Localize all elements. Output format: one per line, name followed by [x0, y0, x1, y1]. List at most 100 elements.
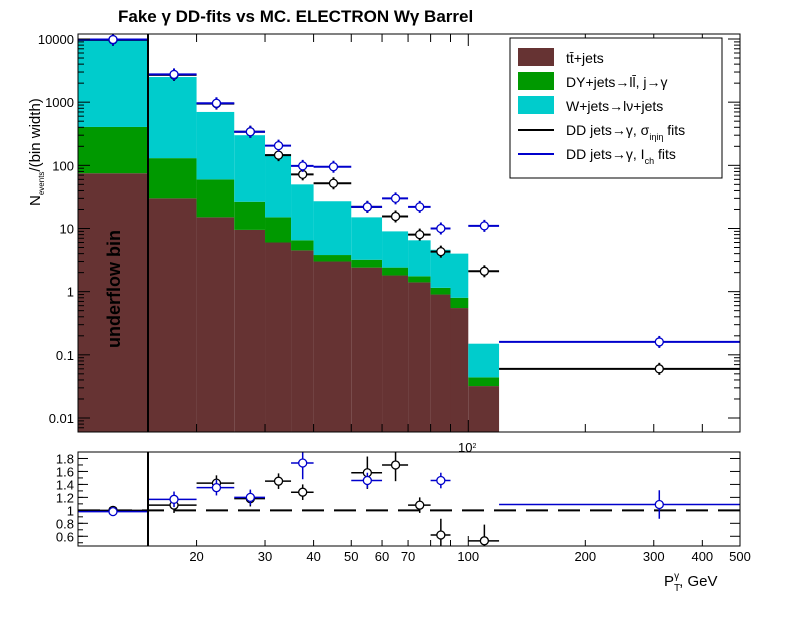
bar-dy-6 — [313, 255, 352, 262]
point-marker-4-12 — [654, 337, 664, 347]
x-multiplier-exp: 2 — [472, 443, 476, 450]
bar-dy-4 — [265, 217, 292, 243]
bar-ttbar-4 — [265, 242, 292, 432]
ratio-y-tick-label-1: 0.8 — [56, 516, 74, 531]
ratio-y-tick-label-3: 1.2 — [56, 490, 74, 505]
ratio-marker-4-0 — [108, 506, 118, 517]
legend-label-3: DD jets→γ, σiηiη fits — [566, 122, 685, 142]
bar-ttbar-10 — [430, 294, 451, 432]
bar-wjets-11 — [450, 253, 469, 298]
point-marker-4-1 — [169, 69, 179, 80]
legend-label-part: fits — [654, 146, 676, 162]
ratio-y-tick-label-5: 1.6 — [56, 464, 74, 479]
ratio-marker-4-10 — [436, 475, 446, 486]
point-marker-3-9 — [415, 229, 425, 240]
bar-wjets-8 — [382, 231, 409, 268]
point-marker-4-11 — [479, 221, 490, 231]
point-marker-4-9 — [415, 202, 425, 212]
y-tick-label-3: 10 — [60, 221, 74, 236]
y-tick-label-2: 1 — [67, 285, 74, 300]
bar-ttbar-11 — [450, 308, 469, 432]
y-tick-label-5: 1000 — [45, 95, 74, 110]
point-marker-3-6 — [328, 178, 339, 188]
point-marker-4-2 — [211, 98, 222, 108]
bar-wjets-3 — [234, 135, 266, 202]
y-tick-label-6: 10000 — [38, 32, 74, 47]
x-tick-label-4: 60 — [375, 549, 389, 564]
x-tick-label-5: 70 — [401, 549, 415, 564]
ratio-marker-4-12 — [654, 499, 664, 510]
legend-label-part: fits — [663, 122, 685, 138]
x-title-sub: T — [674, 583, 680, 594]
bar-ttbar-5 — [291, 250, 314, 432]
bar-dy-10 — [430, 287, 451, 295]
point-marker-4-7 — [362, 202, 373, 212]
y-tick-label-0: 0.01 — [49, 411, 74, 426]
bar-wjets-7 — [351, 217, 383, 260]
main-axes: 0.01 0.1 1 10 100 1000 10000 — [38, 32, 741, 433]
x-title-part: , GeV — [679, 573, 717, 590]
ratio-marker-3-5 — [298, 487, 308, 497]
ratio-marker-3-4 — [273, 476, 284, 486]
bar-wjets-6 — [313, 201, 352, 256]
y-axis-title: Nevents/(bin width) — [27, 98, 46, 206]
legend-swatch-0 — [518, 48, 554, 66]
bar-ttbar-8 — [382, 275, 409, 432]
ratio-marker-4-2 — [211, 483, 222, 493]
bar-dy-2 — [196, 179, 235, 218]
legend-label-part: DD jets→γ, I — [566, 146, 645, 162]
ratio-plot-frame — [77, 451, 741, 547]
legend-label-sub: ch — [645, 156, 655, 166]
legend-swatch-1 — [518, 72, 554, 90]
point-marker-4-0 — [108, 34, 118, 45]
x-axis-title: PTγ, GeV — [664, 571, 717, 594]
ratio-points — [78, 452, 740, 546]
bar-wjets-1 — [148, 77, 197, 159]
bar-wjets-4 — [265, 154, 292, 218]
point-marker-4-5 — [298, 161, 308, 171]
bar-wjets-12 — [468, 343, 500, 378]
bar-ttbar-2 — [196, 217, 235, 432]
chart-title: Fake γ DD-fits vs MC. ELECTRON Wγ Barrel — [118, 7, 473, 26]
point-marker-4-3 — [245, 127, 255, 137]
x-multiplier-base: 10 — [458, 440, 472, 455]
point-marker-4-8 — [390, 193, 401, 204]
y-tick-label-4: 100 — [52, 158, 74, 173]
bar-ttbar-1 — [148, 198, 197, 432]
y-title-part: N — [27, 195, 44, 206]
legend-label-2: W+jets→lν+jets — [566, 98, 663, 114]
x-tick-label-7: 200 — [574, 549, 596, 564]
bar-dy-3 — [234, 201, 266, 230]
bar-ttbar-12 — [468, 386, 500, 432]
data-points — [78, 33, 740, 375]
bar-wjets-9 — [408, 240, 431, 277]
bar-dy-7 — [351, 259, 383, 268]
ratio-marker-3-9 — [415, 500, 425, 510]
x-tick-label-3: 50 — [344, 549, 358, 564]
x-title-part: P — [664, 573, 674, 590]
bar-ttbar-7 — [351, 267, 383, 432]
bar-wjets-10 — [430, 249, 451, 288]
bar-ttbar-0 — [78, 173, 148, 432]
bar-dy-1 — [148, 158, 197, 199]
x-title-sup: γ — [674, 571, 679, 582]
point-marker-3-4 — [273, 150, 284, 160]
ratio-marker-3-8 — [390, 460, 401, 470]
bar-wjets-5 — [291, 184, 314, 241]
point-marker-3-12 — [654, 364, 664, 374]
bar-ttbar-9 — [408, 282, 431, 432]
ratio-marker-4-3 — [245, 492, 255, 503]
ratio-marker-3-10 — [436, 530, 446, 540]
y-title-part: /(bin width) — [27, 98, 44, 171]
bar-dy-12 — [468, 377, 500, 387]
point-marker-4-6 — [328, 162, 339, 172]
y-title-sub: events — [37, 172, 46, 196]
x-tick-label-10: 500 — [729, 549, 751, 564]
bar-dy-9 — [408, 276, 431, 283]
bar-wjets-2 — [196, 111, 235, 180]
x-tick-label-1: 30 — [258, 549, 272, 564]
legend-label-1: DY+jets→ll̄, j→γ — [566, 74, 668, 90]
underflow-annotation: underflow bin — [104, 230, 124, 348]
point-marker-4-10 — [436, 223, 446, 234]
point-marker-3-11 — [479, 266, 490, 276]
